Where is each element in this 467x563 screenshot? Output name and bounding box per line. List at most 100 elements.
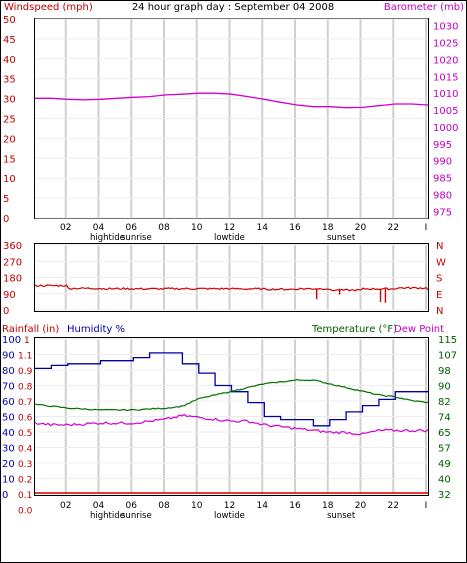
humidity-tick-label: 40	[2, 428, 15, 439]
wind-tick-label: 10	[3, 174, 16, 185]
wind-x-tick-label: 06	[126, 223, 138, 233]
wind-axis-label: Windspeed (mph)	[4, 2, 93, 13]
humidity-axis-label: Humidity %	[67, 324, 125, 335]
climate-x-tick-label: 10	[191, 501, 203, 511]
rain-tick-label: 0.2	[18, 476, 32, 486]
climate-x-tick-label: 12	[224, 501, 235, 511]
direction-grid	[35, 244, 428, 311]
rain-tick-label: 0.9	[18, 367, 33, 377]
humidity-tick-label: 90	[2, 351, 15, 362]
humidity-tick-label: 80	[2, 366, 15, 377]
humidity-tick-label: 0	[2, 490, 8, 501]
rain-tick-label: 0.5	[18, 429, 32, 439]
climate-x-tick-label: 08	[158, 501, 170, 511]
climate-x-tick-label: 14	[257, 501, 269, 511]
wind-x-tick-label: 16	[289, 223, 301, 233]
wind-tick-label: 25	[3, 115, 16, 126]
humidity-tick-label: 30	[2, 444, 15, 455]
barometer-tick-label: 1015	[433, 72, 458, 83]
climate-plot	[34, 352, 429, 494]
temperature-tick-label: 57	[438, 444, 451, 455]
climate-x-tick-label: 04	[93, 501, 105, 511]
barometer-tick-label: 1030	[433, 22, 458, 33]
barometer-axis-label: Barometer (mb)	[384, 2, 464, 13]
temperature-tick-label: 90	[438, 382, 451, 393]
temperature-tick-label: 65	[438, 428, 451, 439]
rain-tick-label: 0.3	[18, 460, 32, 470]
temperature-tick-label: 82	[438, 397, 451, 408]
wind-x-tick-label: 18	[322, 223, 334, 233]
compass-tick-label: N	[436, 306, 443, 317]
temperature-tick-label: 49	[438, 459, 451, 470]
humidity-tick-label: 10	[2, 475, 15, 486]
hightide-label-2: hightide	[90, 511, 125, 521]
wind-direction-series	[34, 284, 429, 292]
wind-x-tick-label: I	[425, 223, 428, 233]
lowtide-label-1: lowtide	[214, 233, 245, 243]
barometer-tick-label: 1010	[433, 89, 458, 100]
direction-tick-label: 360	[3, 241, 22, 252]
sunset-label-2: sunset	[327, 511, 356, 521]
direction-tick-label: 0	[3, 306, 9, 317]
humidity-series	[35, 352, 428, 427]
compass-tick-label: E	[436, 290, 442, 301]
rain-tick-label: 1.1	[18, 352, 32, 362]
barometer-tick-label: 1020	[433, 55, 458, 66]
humidity-tick-label: 70	[2, 382, 15, 393]
barometer-tick-label: 1025	[433, 39, 458, 50]
dewpoint-axis-label: Dew Point	[394, 324, 444, 335]
barometer-tick-label: 1000	[433, 123, 458, 134]
humidity-tick-label: 60	[2, 397, 15, 408]
barometer-tick-label: 975	[433, 207, 452, 218]
barometer-series	[35, 92, 429, 109]
temperature-tick-label: 32	[438, 490, 451, 501]
wind-tick-label: 5	[3, 194, 9, 205]
compass-tick-label: W	[436, 257, 446, 268]
barometer-tick-label: 980	[433, 190, 452, 201]
direction-tick-label: 270	[3, 257, 22, 268]
wind-grid	[35, 18, 428, 219]
wind-plot	[35, 92, 429, 109]
wind-tick-label: 35	[3, 75, 16, 86]
sunset-label-1: sunset	[327, 233, 356, 243]
barometer-tick-label: 990	[433, 157, 452, 168]
direction-tick-label: 90	[3, 290, 16, 301]
rain-tick-label: 0.0	[18, 507, 33, 517]
wind-x-tick-label: 14	[257, 223, 269, 233]
temperature-tick-label: 74	[438, 413, 451, 424]
sunrise-label-2: sunrise	[121, 511, 152, 521]
compass-tick-label: S	[436, 274, 442, 285]
humidity-tick-label: 50	[2, 413, 15, 424]
wind-x-tick-label: 12	[224, 223, 235, 233]
humidity-tick-label: 20	[2, 459, 15, 470]
climate-x-tick-label: I	[425, 501, 428, 511]
wind-x-tick-label: 08	[158, 223, 170, 233]
wind-x-tick-label: 02	[60, 223, 71, 233]
temperature-tick-label: 40	[438, 475, 451, 486]
climate-x-tick-label: 02	[60, 501, 71, 511]
barometer-tick-label: 1005	[433, 106, 458, 117]
climate-grid	[35, 338, 428, 495]
rain-tick-label: 0.1	[18, 491, 32, 501]
temperature-tick-label: 115	[438, 335, 457, 346]
wind-tick-label: 40	[3, 55, 16, 66]
temperature-tick-label: 107	[438, 351, 457, 362]
temperature-series	[34, 378, 429, 412]
hightide-label-1: hightide	[90, 233, 125, 243]
wind-tick-label: 30	[3, 95, 16, 106]
climate-x-tick-label: 16	[289, 501, 301, 511]
dewpoint-series	[34, 413, 429, 436]
rain-tick-label: 0.4	[18, 445, 33, 455]
wind-x-tick-label: 20	[355, 223, 367, 233]
compass-tick-label: N	[436, 241, 443, 252]
wind-x-tick-label: 10	[191, 223, 203, 233]
direction-plot	[34, 284, 429, 303]
temperature-axis-label: Temperature (°F)	[311, 324, 397, 335]
temperature-tick-label: 98	[438, 366, 451, 377]
wind-tick-label: 20	[3, 134, 16, 145]
climate-x-tick-label: 22	[388, 501, 399, 511]
axis-ticks: 5045403530252015105010301025102010151010…	[2, 15, 458, 517]
rain-tick-label: 0.8	[18, 383, 33, 393]
rain-tick-label: 0.6	[18, 414, 33, 424]
